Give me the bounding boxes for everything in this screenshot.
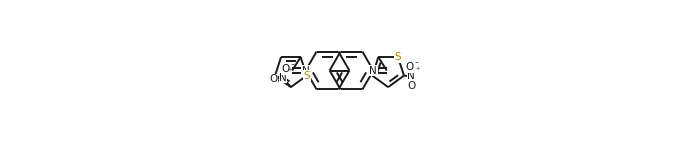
Text: $^+$: $^+$ <box>414 66 421 72</box>
Text: N: N <box>369 66 378 75</box>
Text: N: N <box>301 66 310 75</box>
Text: O: O <box>270 74 278 84</box>
Text: O: O <box>407 81 416 91</box>
Text: N: N <box>407 71 415 81</box>
Text: O: O <box>282 64 290 74</box>
Text: $^-$: $^-$ <box>413 60 420 66</box>
Text: O: O <box>405 62 414 72</box>
Text: N: N <box>279 73 287 83</box>
Text: S: S <box>304 71 310 81</box>
Text: S: S <box>394 52 401 62</box>
Text: $^+$: $^+$ <box>287 68 293 74</box>
Text: $^-$: $^-$ <box>289 62 296 68</box>
